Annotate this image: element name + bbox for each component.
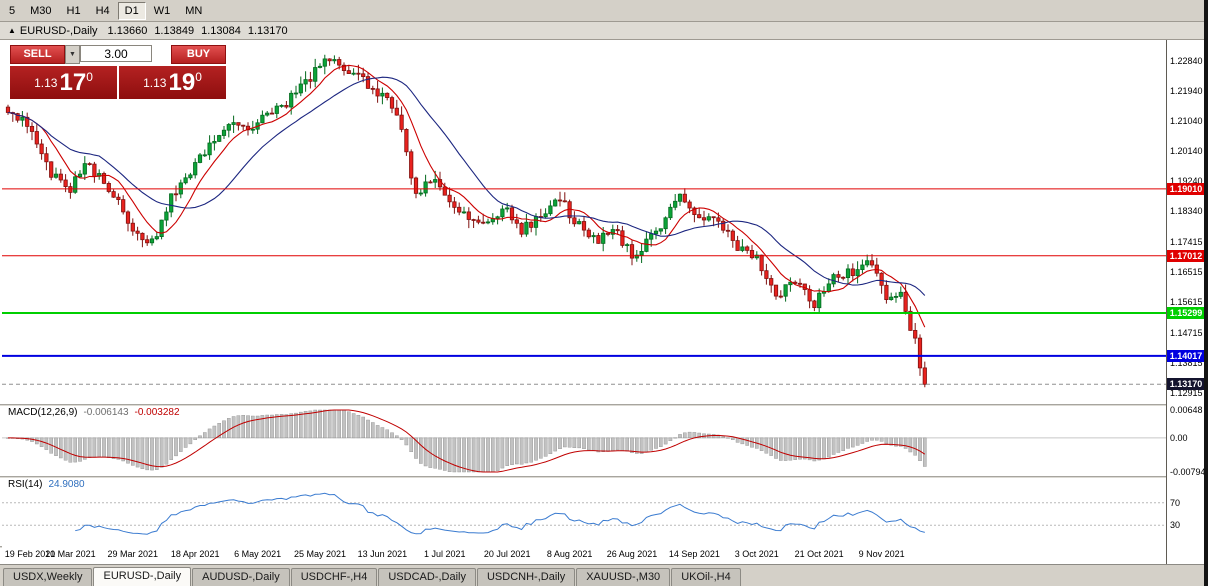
macd-signal-value: -0.003282 [134,407,180,418]
chart-title: EURUSD-,Daily [19,24,98,37]
price-axis-label: 1.19240 [1170,176,1203,187]
date-axis-label: 9 Nov 2021 [858,549,905,559]
chart-tab-bar: USDX,Weekly EURUSD-,Daily AUDUSD-,Daily USD… [0,564,1204,586]
price-axis-label: 1.15615 [1170,297,1203,308]
ohlc-high: 1.13849 [154,24,195,37]
macd-name: MACD(12,26,9) [8,407,78,418]
tab-audusd-daily[interactable]: AUDUSD-,Daily [192,568,290,586]
bid-price-prefix: 1.13 [34,75,58,90]
rsi-axis-label: 30 [1170,520,1181,531]
price-level-tag: 1.15299 [1167,307,1205,320]
window-icon: ▲ [8,26,16,35]
period-button-h4[interactable]: H4 [89,2,117,20]
macd-chart[interactable] [2,406,1166,476]
price-axis-label: 1.20140 [1170,146,1203,157]
date-axis-label: 25 May 2021 [293,549,347,559]
ohlc-low: 1.13084 [201,24,241,37]
price-axis-label: 1.12915 [1170,387,1203,398]
date-axis-label: 26 Aug 2021 [606,549,658,559]
rsi-axis-label: 70 [1170,497,1181,508]
ohlc-close: 1.13170 [247,24,288,37]
tab-eurusd-daily[interactable]: EURUSD-,Daily [93,567,192,586]
price-axis-label: 1.22840 [1170,55,1203,66]
sell-button[interactable]: SELL [10,45,65,64]
buy-button[interactable]: BUY [171,45,226,64]
price-chart[interactable] [2,40,1166,404]
period-button-w1[interactable]: W1 [147,2,178,20]
bid-price-display[interactable]: 1.13 17 0 [10,66,117,99]
period-button-5[interactable]: 5 [2,2,22,20]
price-axis-label: 1.18340 [1170,206,1203,217]
period-button-h1[interactable]: H1 [60,2,88,20]
price-axis-label: 1.21040 [1170,115,1203,126]
date-axis-label: 1 Jul 2021 [424,549,466,559]
ask-price-point: 0 [195,70,202,84]
trade-widget-spacer [152,45,171,64]
tab-usdcnh-daily[interactable]: USDCNH-,Daily [476,568,576,586]
date-axis-label: 10 Mar 2021 [45,549,96,559]
tab-xauusd-m30[interactable]: XAUUSD-,M30 [576,568,671,586]
panel-splitter[interactable] [0,476,1204,478]
ask-price-display[interactable]: 1.13 19 0 [119,66,226,99]
period-button-mn[interactable]: MN [178,2,209,20]
volume-input[interactable] [80,45,152,62]
tab-usdcad-daily[interactable]: USDCAD-,Daily [378,568,476,586]
price-axis[interactable]: 1.22840 1.21940 1.21040 1.20140 1.19240 1.183… [1166,40,1206,564]
price-axis-label: 1.17415 [1170,237,1203,248]
tab-usdchf-h4[interactable]: USDCHF-,H4 [290,568,378,586]
price-level-tag: 1.17012 [1167,249,1205,262]
ask-price-pips: 19 [168,68,196,96]
date-axis-label: 6 May 2021 [234,549,282,559]
macd-main-value: -0.006143 [83,407,129,418]
price-axis-label: 1.14715 [1170,327,1203,338]
volume-spinner-button[interactable]: ▼ [65,45,80,64]
price-level-tag: 1.13170 [1167,378,1205,391]
date-axis-label: 13 Jun 2021 [357,549,408,559]
window-right-border [1204,0,1208,586]
macd-indicator-label: MACD(12,26,9) -0.006143 -0.003282 [8,407,180,418]
price-level-tag: 1.19010 [1167,182,1205,195]
date-axis-label: 19 Feb 2021 [4,549,56,559]
rsi-chart[interactable] [2,478,1166,546]
time-axis[interactable]: 19 Feb 2021 10 Mar 2021 29 Mar 2021 18 Apr … [2,546,1166,564]
tab-ukoil-h4[interactable]: UKOil-,H4 [671,568,741,586]
panel-splitter[interactable] [0,404,1204,406]
ask-price-prefix: 1.13 [143,75,167,90]
date-axis-label: 14 Sep 2021 [668,549,720,559]
date-axis-label: 3 Oct 2021 [734,549,779,559]
rsi-indicator-label: RSI(14) 24.9080 [8,479,85,490]
macd-axis-label: 0.00 [1170,432,1188,443]
date-axis-label: 8 Aug 2021 [546,549,593,559]
date-axis-label: 20 Jul 2021 [483,549,531,559]
price-axis-label: 1.21940 [1170,85,1203,96]
date-axis-label: 21 Oct 2021 [794,549,844,559]
price-axis-label: 1.13815 [1170,357,1203,368]
period-button-d1[interactable]: D1 [117,1,146,20]
timeframe-toolbar: 5 M30 H1 H4 D1 W1 MN [0,0,1208,22]
ohlc-open: 1.13660 [107,24,148,37]
period-button-m30[interactable]: M30 [23,2,58,20]
chart-window-title: ▲ EURUSD-,Daily 1.13660 1.13849 1.13084 … [0,22,1208,40]
rsi-name: RSI(14) [8,479,43,490]
date-axis-label: 18 Apr 2021 [170,549,220,559]
macd-axis-label: -0.00794 [1170,467,1206,477]
date-axis-label: 29 Mar 2021 [107,549,159,559]
bid-price-point: 0 [86,70,93,84]
macd-axis-label: 0.00648 [1170,405,1203,415]
bid-price-pips: 17 [59,68,87,96]
price-level-tag: 1.14017 [1167,349,1205,362]
tab-usdx-weekly[interactable]: USDX,Weekly [3,568,93,586]
price-axis-label: 1.16515 [1170,267,1203,278]
rsi-value: 24.9080 [48,479,85,490]
